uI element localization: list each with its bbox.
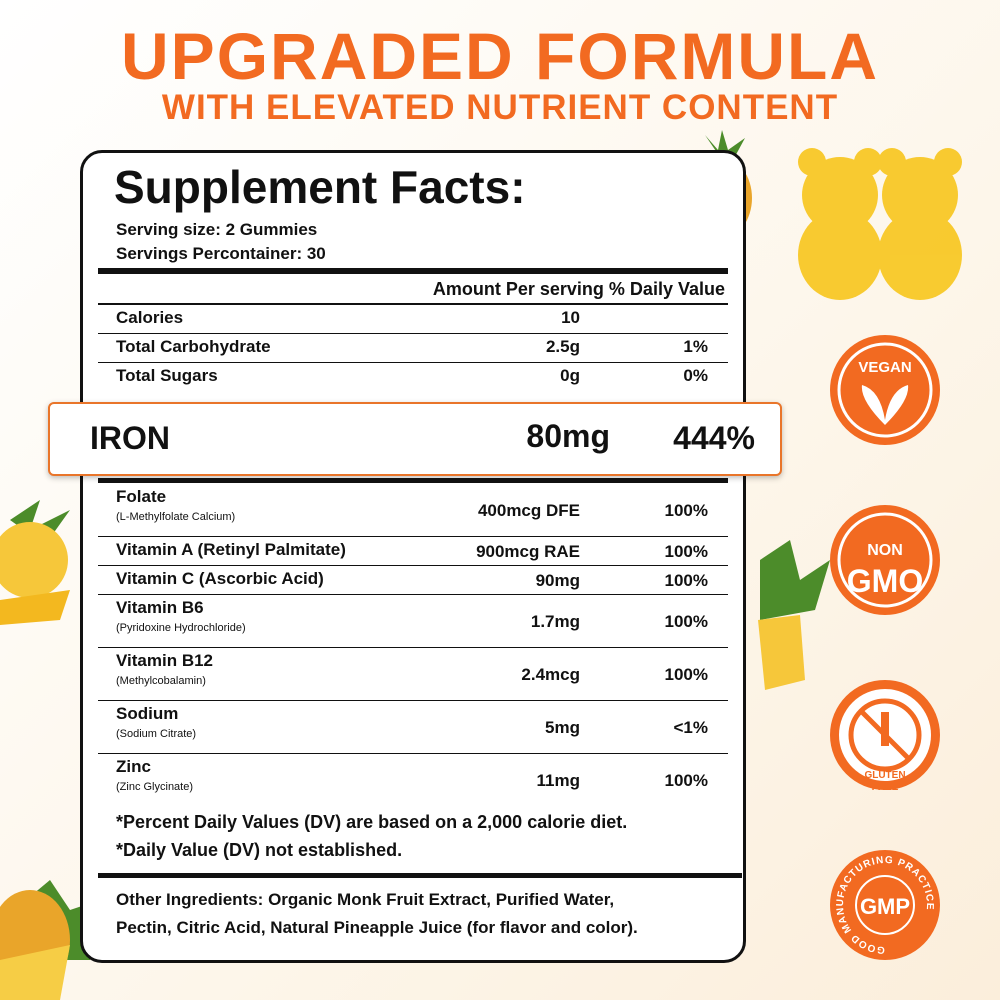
nutrient-sub: (Zinc Glycinate) xyxy=(116,781,194,793)
nutrient-sub: (Methylcobalamin) xyxy=(116,675,206,687)
badge-gmo: GMO xyxy=(847,563,923,599)
nutrient-amount: 2.4mcg xyxy=(521,664,580,684)
nutrient-sub: (L-Methylfolate Calcium) xyxy=(116,511,236,523)
footnote: *Daily Value (DV) not established. xyxy=(116,840,403,860)
nutrient-dv: <1% xyxy=(673,717,709,737)
nutrient-sub: (Pyridoxine Hydrochloride) xyxy=(116,622,246,634)
iron-name: IRON xyxy=(90,420,170,456)
title: UPGRADED FORMULA xyxy=(121,19,879,93)
iron-dv: 444% xyxy=(673,420,755,456)
rule xyxy=(98,700,728,701)
row-amount: 10 xyxy=(561,308,580,327)
highlight-box xyxy=(48,402,782,476)
nutrient-dv: 100% xyxy=(664,500,708,520)
nutrient-name: Vitamin A (Retinyl Palmitate) xyxy=(116,540,346,559)
badge-free: FREE xyxy=(872,782,899,793)
rule xyxy=(98,594,728,595)
leaves xyxy=(760,540,830,620)
ingredients: Other Ingredients: Organic Monk Fruit Ex… xyxy=(116,890,615,909)
row-dv: 0% xyxy=(683,366,708,385)
subtitle: WITH ELEVATED NUTRIENT CONTENT xyxy=(161,88,839,127)
nutrient-dv: 100% xyxy=(664,770,708,790)
pineapple-wedge xyxy=(0,945,70,1000)
rule xyxy=(98,362,728,363)
badges xyxy=(830,335,940,960)
nutrient-dv: 100% xyxy=(664,611,708,631)
nutrient-name: Vitamin C (Ascorbic Acid) xyxy=(116,569,324,588)
nutrient-name: Zinc xyxy=(116,757,151,776)
row-name: Total Sugars xyxy=(116,366,218,385)
nutrient-name: Folate xyxy=(116,487,167,506)
nutrient-amount: 400mcg DFE xyxy=(477,500,580,520)
row-name: Calories xyxy=(116,308,184,327)
rule xyxy=(98,333,728,334)
footnote: *Percent Daily Values (DV) are based on … xyxy=(116,812,628,832)
row-amount: 0g xyxy=(560,366,580,385)
pineapple-wedge xyxy=(0,590,70,625)
leaves xyxy=(10,500,70,545)
badge-non: NON xyxy=(867,542,903,559)
column-header: Amount Per serving % Daily Value xyxy=(432,279,725,299)
badge-vegan: VEGAN xyxy=(858,359,911,376)
nutrient-amount: 90mg xyxy=(535,570,580,590)
iron-amount: 80mg xyxy=(526,418,610,454)
row-dv: 1% xyxy=(683,337,708,356)
badge-gmp: GMP xyxy=(860,894,910,919)
nutrient-amount: 11mg xyxy=(536,770,580,790)
rule xyxy=(98,647,728,648)
rule xyxy=(98,536,728,537)
rule xyxy=(98,478,728,483)
badge-gluten: GLUTEN xyxy=(864,770,905,781)
rule xyxy=(98,565,728,566)
rule xyxy=(98,303,728,305)
facts-title: Supplement Facts: xyxy=(114,161,526,213)
pineapple-slice xyxy=(0,522,68,598)
nutrient-sub: (Sodium Citrate) xyxy=(116,728,197,740)
rule xyxy=(98,753,728,754)
nutrient-name: Sodium xyxy=(116,704,179,723)
servings: Servings Percontainer: 30 xyxy=(116,244,326,263)
gummy-bears xyxy=(798,148,962,300)
row-name: Total Carbohydrate xyxy=(116,337,271,356)
nutrient-name: Vitamin B6 xyxy=(116,598,204,617)
facts-panel xyxy=(80,150,746,963)
rule xyxy=(98,268,728,274)
serving-size: Serving size: 2 Gummies xyxy=(116,220,318,239)
ingredients: Pectin, Citric Acid, Natural Pineapple J… xyxy=(116,918,638,937)
row-amount: 2.5g xyxy=(545,337,580,356)
nutrient-amount: 5mg xyxy=(545,717,580,737)
nutrient-amount: 1.7mg xyxy=(530,611,580,631)
rule xyxy=(98,873,742,878)
nutrient-name: Vitamin B12 xyxy=(116,651,214,670)
nutrient-dv: 100% xyxy=(664,664,708,684)
pineapple-slice xyxy=(758,615,805,690)
nutrient-amount: 900mcg RAE xyxy=(476,541,580,561)
nutrient-dv: 100% xyxy=(664,541,708,561)
nutrient-dv: 100% xyxy=(664,570,708,590)
